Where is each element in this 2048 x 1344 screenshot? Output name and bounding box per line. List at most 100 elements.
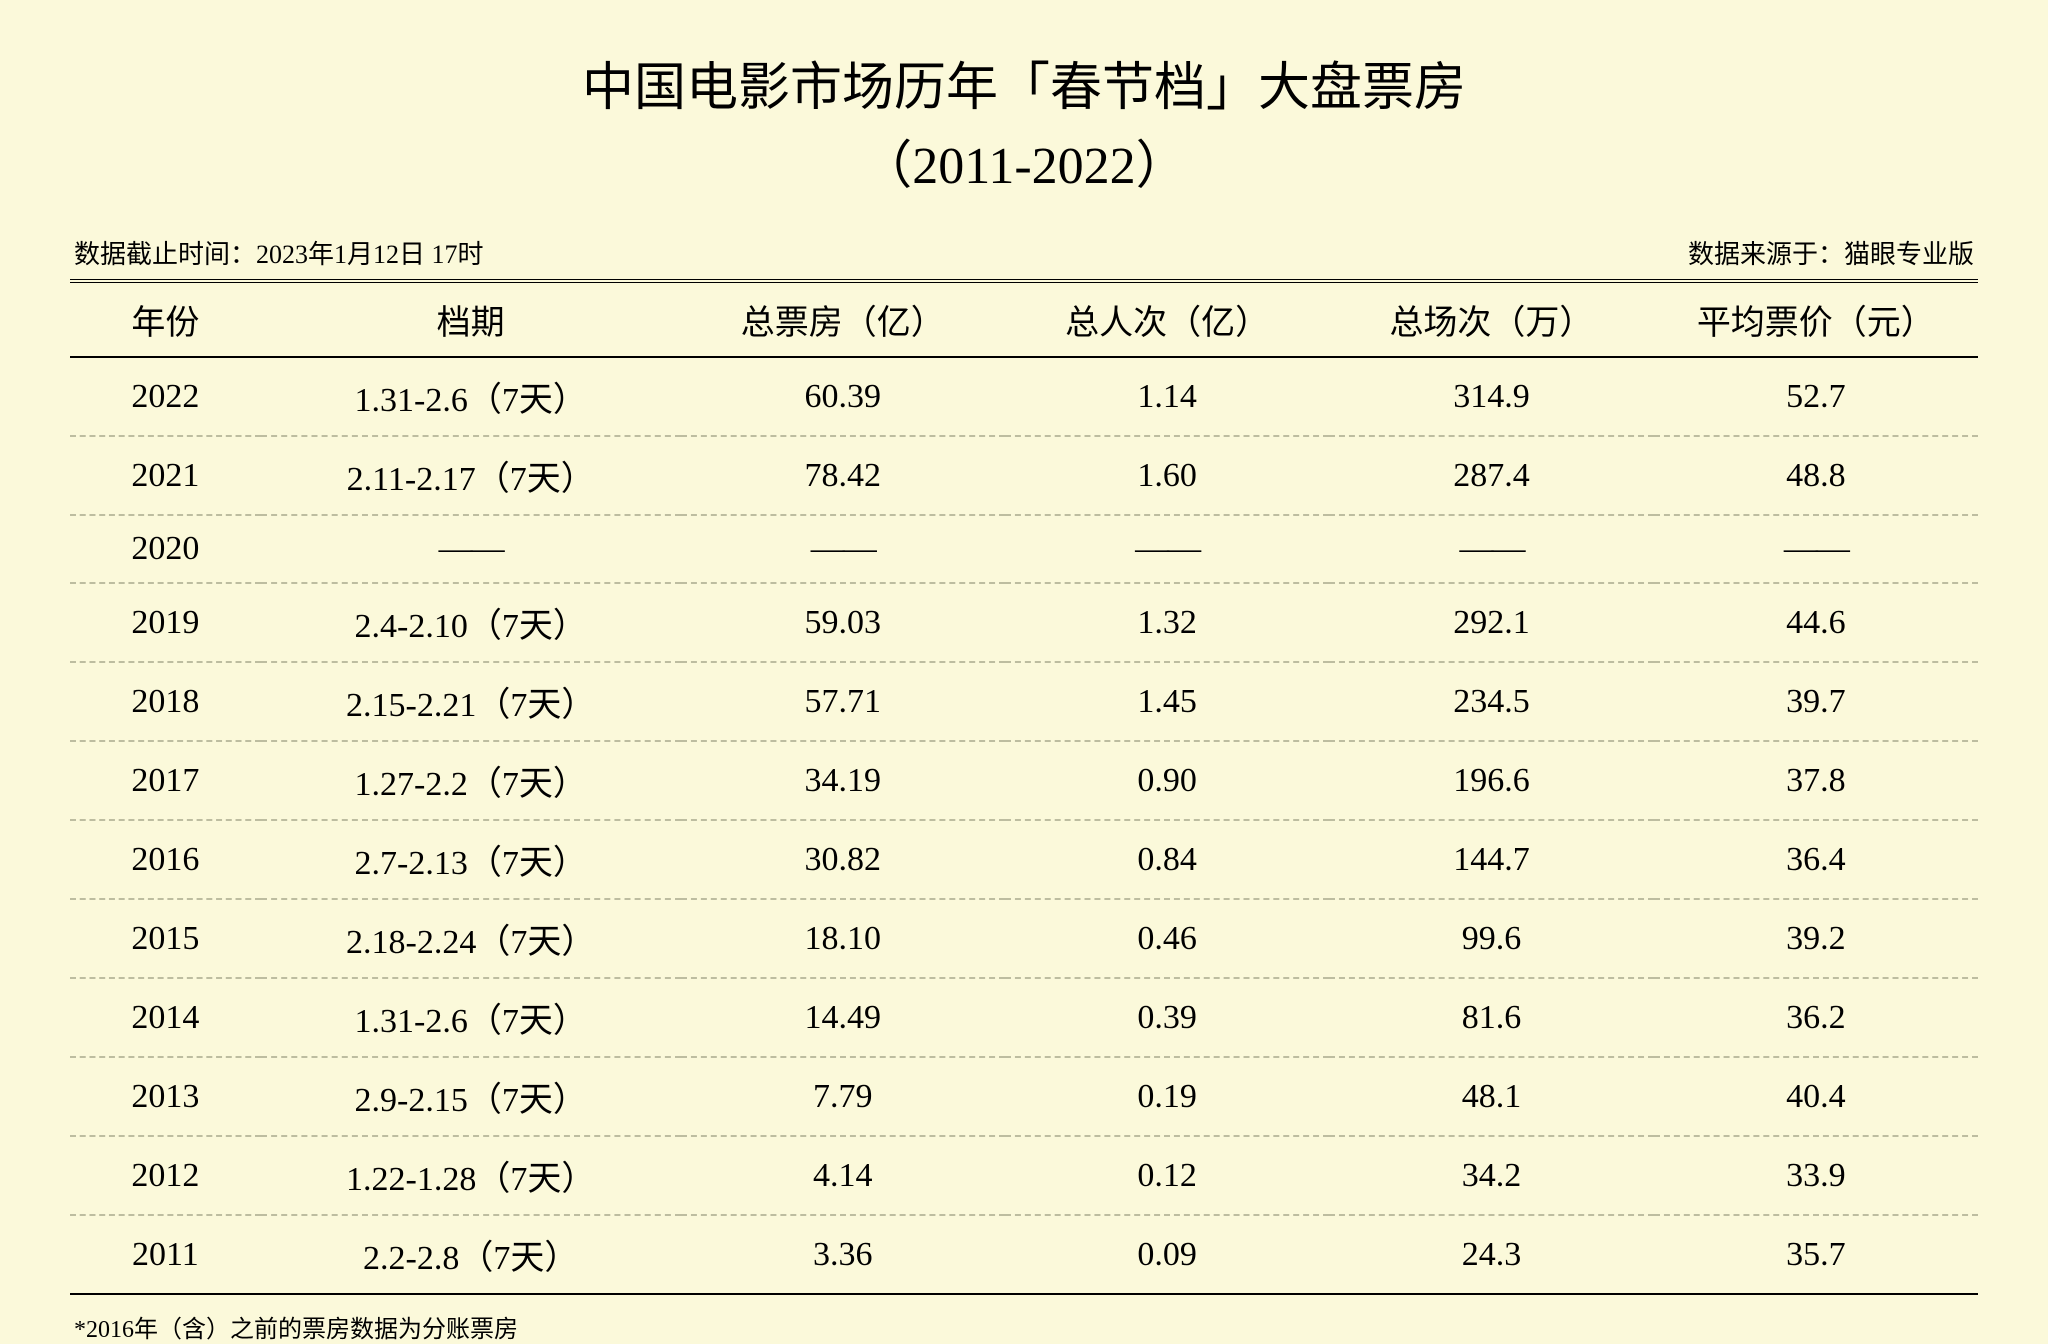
table-row: 20112.2-2.8（7天）3.360.0924.335.7	[70, 1215, 1978, 1294]
cell-box_office: ——	[681, 515, 1005, 583]
cell-box_office: 60.39	[681, 357, 1005, 436]
table-row: 20221.31-2.6（7天）60.391.14314.952.7	[70, 357, 1978, 436]
cell-screenings: 234.5	[1329, 662, 1653, 741]
table-row: 20212.11-2.17（7天）78.421.60287.448.8	[70, 436, 1978, 515]
cell-attendance: 1.14	[1005, 357, 1329, 436]
box-office-table: 年份档期总票房（亿）总人次（亿）总场次（万）平均票价（元） 20221.31-2…	[70, 279, 1978, 1295]
cell-period: 2.2-2.8（7天）	[261, 1215, 681, 1294]
cell-screenings: 292.1	[1329, 583, 1653, 662]
cell-screenings: 48.1	[1329, 1057, 1653, 1136]
table-row: 20171.27-2.2（7天）34.190.90196.637.8	[70, 741, 1978, 820]
cell-year: 2019	[70, 583, 261, 662]
table-row: 20162.7-2.13（7天）30.820.84144.736.4	[70, 820, 1978, 899]
column-header-box_office: 总票房（亿）	[681, 281, 1005, 357]
cell-year: 2021	[70, 436, 261, 515]
cell-box_office: 30.82	[681, 820, 1005, 899]
cell-attendance: 1.60	[1005, 436, 1329, 515]
table-row: 20152.18-2.24（7天）18.100.4699.639.2	[70, 899, 1978, 978]
cell-avg_price: 36.4	[1654, 820, 1978, 899]
table-body: 20221.31-2.6（7天）60.391.14314.952.720212.…	[70, 357, 1978, 1294]
data-cutoff-label: 数据截止时间：2023年1月12日 17时	[74, 234, 484, 271]
cell-period: ——	[261, 515, 681, 583]
cell-screenings: ——	[1329, 515, 1653, 583]
cell-avg_price: 52.7	[1654, 357, 1978, 436]
cell-screenings: 287.4	[1329, 436, 1653, 515]
cell-screenings: 99.6	[1329, 899, 1653, 978]
cell-attendance: ——	[1005, 515, 1329, 583]
cell-period: 2.18-2.24（7天）	[261, 899, 681, 978]
cell-avg_price: 36.2	[1654, 978, 1978, 1057]
cell-box_office: 14.49	[681, 978, 1005, 1057]
cell-period: 2.7-2.13（7天）	[261, 820, 681, 899]
cell-period: 1.31-2.6（7天）	[261, 357, 681, 436]
table-row: 20141.31-2.6（7天）14.490.3981.636.2	[70, 978, 1978, 1057]
cell-box_office: 3.36	[681, 1215, 1005, 1294]
cell-year: 2011	[70, 1215, 261, 1294]
cell-avg_price: 39.7	[1654, 662, 1978, 741]
title-line-2: （2011-2022）	[860, 138, 1187, 195]
table-row: 2020——————————	[70, 515, 1978, 583]
table-row: 20182.15-2.21（7天）57.711.45234.539.7	[70, 662, 1978, 741]
cell-period: 1.27-2.2（7天）	[261, 741, 681, 820]
cell-attendance: 0.46	[1005, 899, 1329, 978]
column-header-avg_price: 平均票价（元）	[1654, 281, 1978, 357]
cell-attendance: 0.39	[1005, 978, 1329, 1057]
cell-avg_price: 37.8	[1654, 741, 1978, 820]
cell-period: 2.4-2.10（7天）	[261, 583, 681, 662]
cell-year: 2015	[70, 899, 261, 978]
cell-attendance: 0.84	[1005, 820, 1329, 899]
cell-avg_price: ——	[1654, 515, 1978, 583]
cell-screenings: 144.7	[1329, 820, 1653, 899]
cell-period: 1.22-1.28（7天）	[261, 1136, 681, 1215]
cell-attendance: 0.12	[1005, 1136, 1329, 1215]
cell-box_office: 34.19	[681, 741, 1005, 820]
cell-screenings: 34.2	[1329, 1136, 1653, 1215]
column-header-screenings: 总场次（万）	[1329, 281, 1653, 357]
column-header-year: 年份	[70, 281, 261, 357]
cell-box_office: 4.14	[681, 1136, 1005, 1215]
column-header-period: 档期	[261, 281, 681, 357]
cell-box_office: 59.03	[681, 583, 1005, 662]
cell-screenings: 24.3	[1329, 1215, 1653, 1294]
cell-box_office: 18.10	[681, 899, 1005, 978]
document-container: 中国电影市场历年「春节档」大盘票房 （2011-2022） 数据截止时间：202…	[70, 50, 1978, 1344]
cell-avg_price: 39.2	[1654, 899, 1978, 978]
cell-year: 2020	[70, 515, 261, 583]
data-source-label: 数据来源于：猫眼专业版	[1688, 234, 1974, 271]
cell-attendance: 1.32	[1005, 583, 1329, 662]
cell-year: 2012	[70, 1136, 261, 1215]
table-row: 20121.22-1.28（7天）4.140.1234.233.9	[70, 1136, 1978, 1215]
cell-box_office: 78.42	[681, 436, 1005, 515]
cell-attendance: 0.90	[1005, 741, 1329, 820]
cell-year: 2018	[70, 662, 261, 741]
cell-year: 2013	[70, 1057, 261, 1136]
table-row: 20192.4-2.10（7天）59.031.32292.144.6	[70, 583, 1978, 662]
cell-screenings: 81.6	[1329, 978, 1653, 1057]
cell-year: 2016	[70, 820, 261, 899]
title-line-1: 中国电影市场历年「春节档」大盘票房	[582, 60, 1466, 117]
cell-avg_price: 44.6	[1654, 583, 1978, 662]
cell-period: 2.9-2.15（7天）	[261, 1057, 681, 1136]
cell-year: 2017	[70, 741, 261, 820]
cell-avg_price: 40.4	[1654, 1057, 1978, 1136]
cell-avg_price: 35.7	[1654, 1215, 1978, 1294]
cell-year: 2014	[70, 978, 261, 1057]
cell-box_office: 7.79	[681, 1057, 1005, 1136]
cell-screenings: 196.6	[1329, 741, 1653, 820]
meta-row: 数据截止时间：2023年1月12日 17时 数据来源于：猫眼专业版	[70, 234, 1978, 271]
cell-year: 2022	[70, 357, 261, 436]
cell-period: 2.15-2.21（7天）	[261, 662, 681, 741]
footnote: *2016年（含）之前的票房数据为分账票房	[70, 1309, 1978, 1344]
column-header-attendance: 总人次（亿）	[1005, 281, 1329, 357]
cell-attendance: 0.19	[1005, 1057, 1329, 1136]
cell-avg_price: 48.8	[1654, 436, 1978, 515]
cell-screenings: 314.9	[1329, 357, 1653, 436]
cell-box_office: 57.71	[681, 662, 1005, 741]
cell-avg_price: 33.9	[1654, 1136, 1978, 1215]
cell-attendance: 0.09	[1005, 1215, 1329, 1294]
page-title: 中国电影市场历年「春节档」大盘票房 （2011-2022）	[70, 50, 1978, 206]
cell-period: 1.31-2.6（7天）	[261, 978, 681, 1057]
cell-period: 2.11-2.17（7天）	[261, 436, 681, 515]
cell-attendance: 1.45	[1005, 662, 1329, 741]
table-header: 年份档期总票房（亿）总人次（亿）总场次（万）平均票价（元）	[70, 281, 1978, 357]
